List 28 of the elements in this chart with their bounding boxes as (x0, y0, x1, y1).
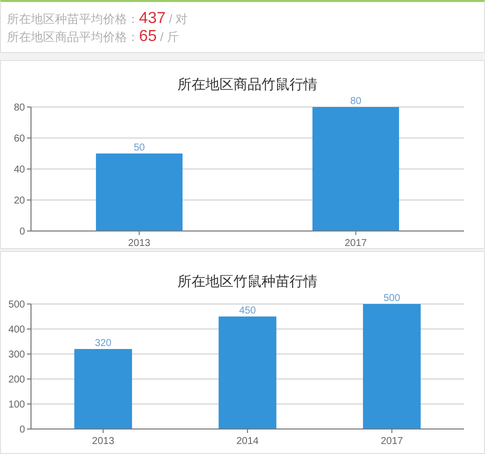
y-tick-label: 20 (14, 196, 26, 206)
y-tick-label: 500 (8, 300, 26, 310)
y-tick-label: 40 (14, 164, 26, 176)
y-tick-label: 200 (8, 374, 26, 386)
chart-title: 所在地区商品竹鼠行情 (178, 76, 318, 92)
x-tick-label: 2013 (92, 436, 115, 447)
data-label: 80 (350, 96, 362, 107)
bar (218, 316, 276, 429)
y-tick-label: 0 (19, 226, 26, 238)
x-tick-label: 2017 (380, 436, 404, 447)
chart-title: 所在地区竹鼠种苗行情 (178, 273, 318, 289)
text: 所在地区种苗平均价格：437 / 对 (7, 10, 188, 27)
x-tick-label: 2014 (236, 436, 260, 447)
data-label: 50 (134, 142, 146, 154)
y-tick-label: 0 (19, 424, 26, 436)
bar (74, 349, 132, 429)
x-tick-label: 2017 (344, 238, 368, 249)
data-label: 500 (383, 293, 401, 304)
x-tick-label: 2013 (128, 238, 151, 249)
y-tick-label: 80 (14, 102, 26, 114)
bar (362, 304, 421, 429)
y-tick-label: 60 (14, 134, 26, 144)
data-label: 450 (239, 306, 256, 316)
y-tick-label: 100 (8, 400, 26, 410)
y-tick-label: 300 (8, 350, 26, 360)
text: 所在地区商品平均价格：65 / 斤 (7, 28, 179, 45)
data-label: 320 (94, 338, 112, 349)
y-tick-label: 400 (8, 324, 26, 336)
